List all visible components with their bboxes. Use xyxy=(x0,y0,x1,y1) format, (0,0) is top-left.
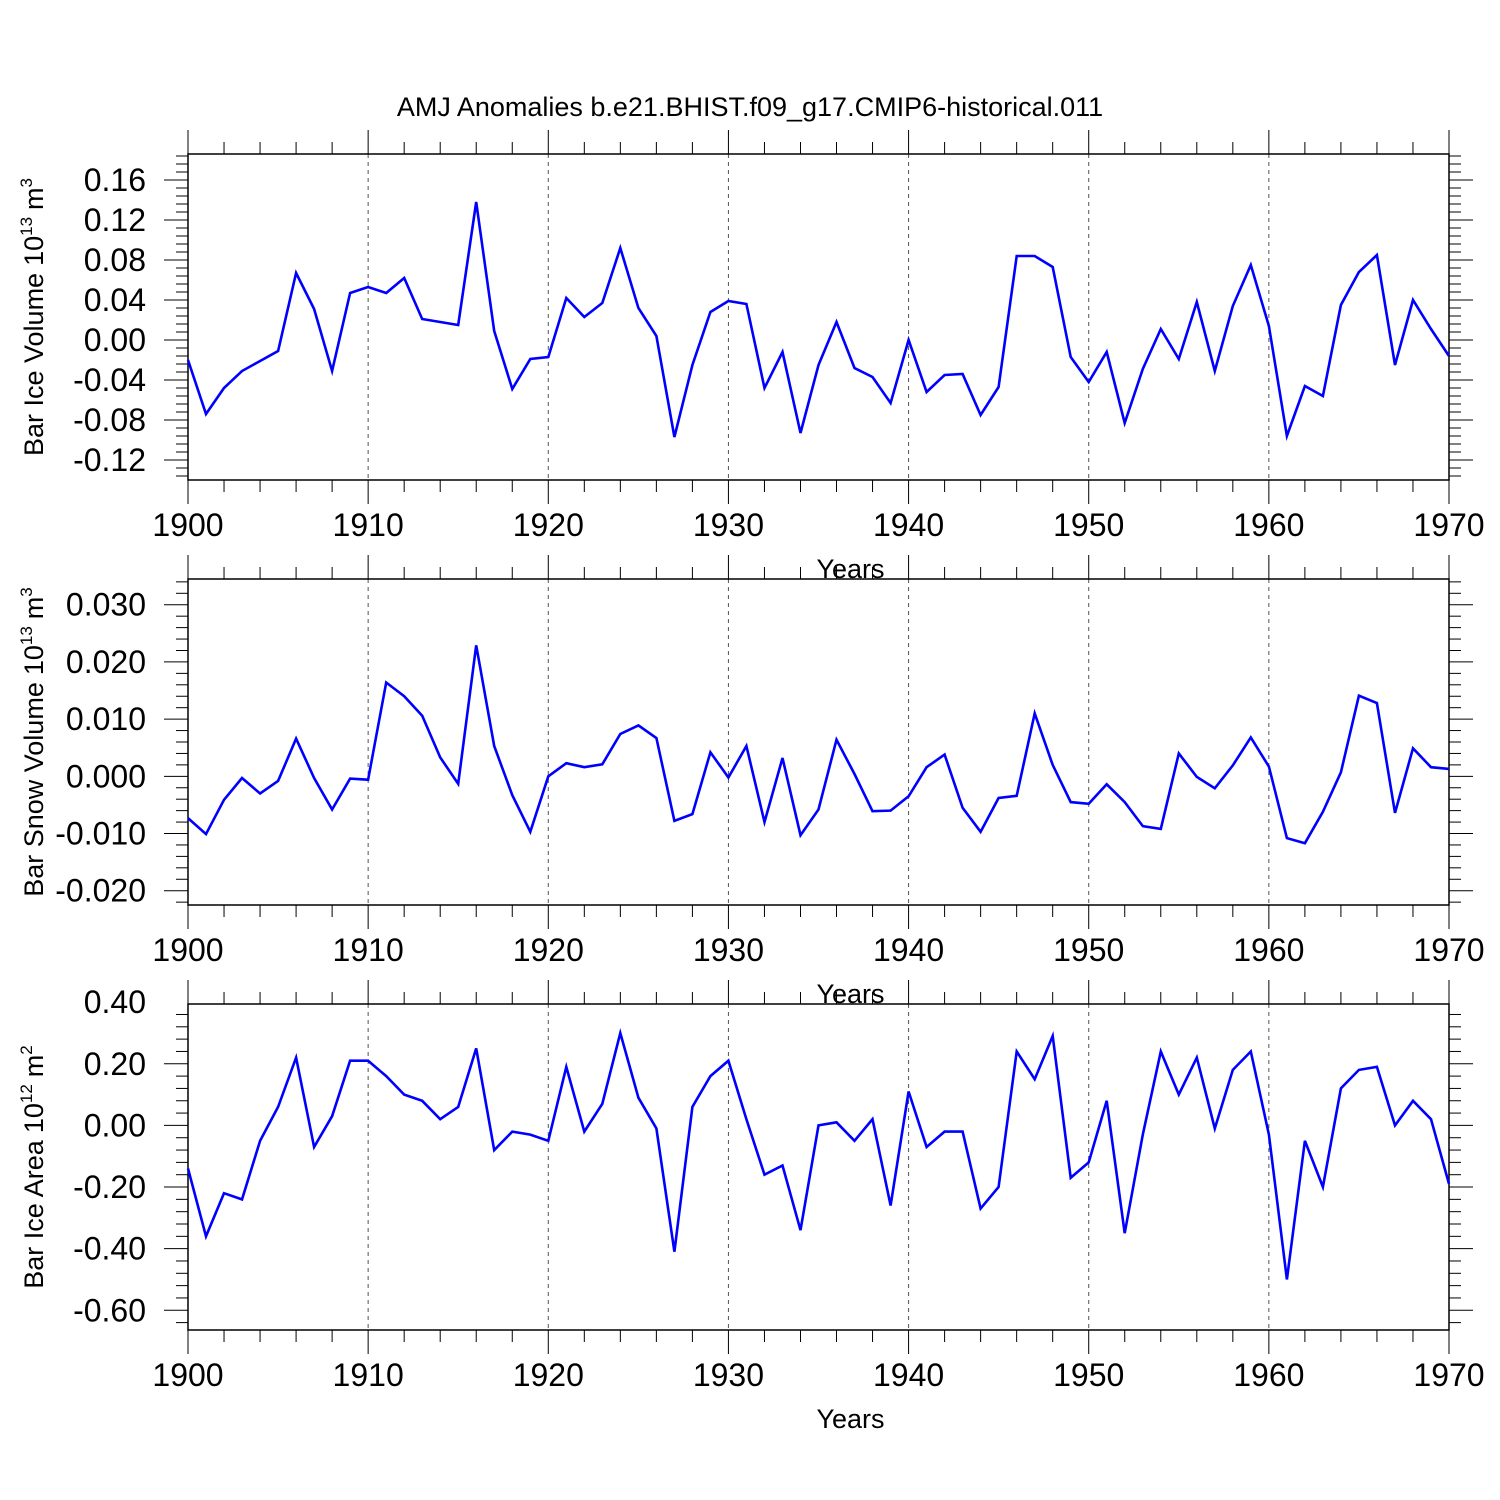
x-tick-label: 1920 xyxy=(513,932,584,968)
series-line-1 xyxy=(187,645,1450,845)
y-tick-label: 0.04 xyxy=(84,282,146,318)
x-tick-label: 1920 xyxy=(513,507,584,543)
plot-frame xyxy=(187,153,1450,481)
y-tick-label: 0.00 xyxy=(84,322,146,358)
x-tick-label: 1950 xyxy=(1053,932,1124,968)
y-tick-label: 0.12 xyxy=(84,202,146,238)
x-tick-label: 1940 xyxy=(873,932,944,968)
y-tick-label: -0.08 xyxy=(73,402,146,438)
x-tick-label: 1970 xyxy=(1413,507,1484,543)
x-tick-label: 1910 xyxy=(333,507,404,543)
y-tick-label: 0.00 xyxy=(84,1107,146,1143)
y-axis-unit-var: m xyxy=(19,1055,49,1078)
y-tick-label: -0.40 xyxy=(73,1231,146,1267)
y-tick-label: 0.08 xyxy=(84,242,146,278)
y-axis-label-name: Bar Ice Volume xyxy=(19,273,49,456)
y-axis-unit-base: 10 xyxy=(19,645,49,675)
x-tick-label: 1900 xyxy=(152,507,223,543)
y-tick-label: 0.030 xyxy=(66,587,146,623)
y-tick-label: -0.04 xyxy=(73,362,146,398)
y-tick-label: 0.020 xyxy=(66,644,146,680)
x-tick-label: 1960 xyxy=(1233,507,1304,543)
y-axis-unit-base: 10 xyxy=(19,236,49,266)
chart-panel-1: 1900 1910 1920 1930 1940 1950 1960 1970 -0.12 -0.… xyxy=(17,130,1485,584)
y-axis-label: Bar Ice Volume 1013 m3 xyxy=(17,178,49,456)
y-tick-label: 0.16 xyxy=(84,162,146,198)
x-tick-label: 1970 xyxy=(1413,932,1484,968)
y-tick-label: 0.20 xyxy=(84,1046,146,1082)
figure-title: AMJ Anomalies b.e21.BHIST.f09_g17.CMIP6-… xyxy=(397,92,1103,122)
y-axis-label-name: Bar Snow Volume xyxy=(19,682,49,897)
x-tick-label: 1920 xyxy=(513,1357,584,1393)
x-tick-label: 1940 xyxy=(873,1357,944,1393)
series-line-1 xyxy=(186,201,1451,442)
x-tick-label: 1910 xyxy=(333,1357,404,1393)
y-axis-unit-var-exponent: 3 xyxy=(17,178,36,187)
chart-panel-3: 1900 1910 1920 1930 1940 1950 1960 1970 -0.60 -0.… xyxy=(17,980,1485,1434)
x-tick-label: 1950 xyxy=(1053,1357,1124,1393)
x-tick-label: 1900 xyxy=(152,1357,223,1393)
y-tick-label: 0.40 xyxy=(84,984,146,1020)
x-tick-label: 1930 xyxy=(693,1357,764,1393)
x-tick-label: 1950 xyxy=(1053,507,1124,543)
y-axis-label-name: Bar Ice Area xyxy=(19,1139,49,1289)
y-axis-unit-var-exponent: 3 xyxy=(17,587,36,596)
series-line-1 xyxy=(186,1027,1451,1280)
x-tick-label: 1930 xyxy=(693,932,764,968)
panels: 1900 1910 1920 1930 1940 1950 1960 1970 -0.12 -0.… xyxy=(17,130,1485,1434)
x-tick-label: 1960 xyxy=(1233,1357,1304,1393)
x-tick-label: 1910 xyxy=(333,932,404,968)
y-tick-label: -0.12 xyxy=(73,442,146,478)
y-tick-label: -0.010 xyxy=(55,816,146,852)
y-tick-label: -0.20 xyxy=(73,1169,146,1205)
y-axis-unit-exponent: 13 xyxy=(17,217,36,236)
y-axis-label: Bar Snow Volume 1013 m3 xyxy=(17,587,49,897)
x-tick-label: 1970 xyxy=(1413,1357,1484,1393)
x-tick-label: 1930 xyxy=(693,507,764,543)
y-axis-unit-var-exponent: 2 xyxy=(17,1045,36,1054)
y-axis-unit-var: m xyxy=(19,597,49,620)
y-tick-label: 0.010 xyxy=(66,701,146,737)
x-tick-label: 1940 xyxy=(873,507,944,543)
y-axis-unit-exponent: 12 xyxy=(17,1084,36,1103)
y-axis-unit-base: 10 xyxy=(19,1103,49,1133)
y-axis-unit-var: m xyxy=(19,187,49,210)
y-axis-unit-exponent: 13 xyxy=(17,626,36,645)
chart-panel-2: 1900 1910 1920 1930 1940 1950 1960 1970 -0.020 -0… xyxy=(17,555,1485,1009)
y-axis-label: Bar Ice Area 1012 m2 xyxy=(17,1045,49,1289)
y-tick-label: 0.000 xyxy=(66,758,146,794)
plot-frame xyxy=(187,1003,1450,1331)
x-tick-label: 1900 xyxy=(152,932,223,968)
y-tick-label: -0.60 xyxy=(73,1292,146,1328)
x-tick-label: 1960 xyxy=(1233,932,1304,968)
y-tick-label: -0.020 xyxy=(55,873,146,909)
x-axis-label: Years xyxy=(816,1404,884,1434)
